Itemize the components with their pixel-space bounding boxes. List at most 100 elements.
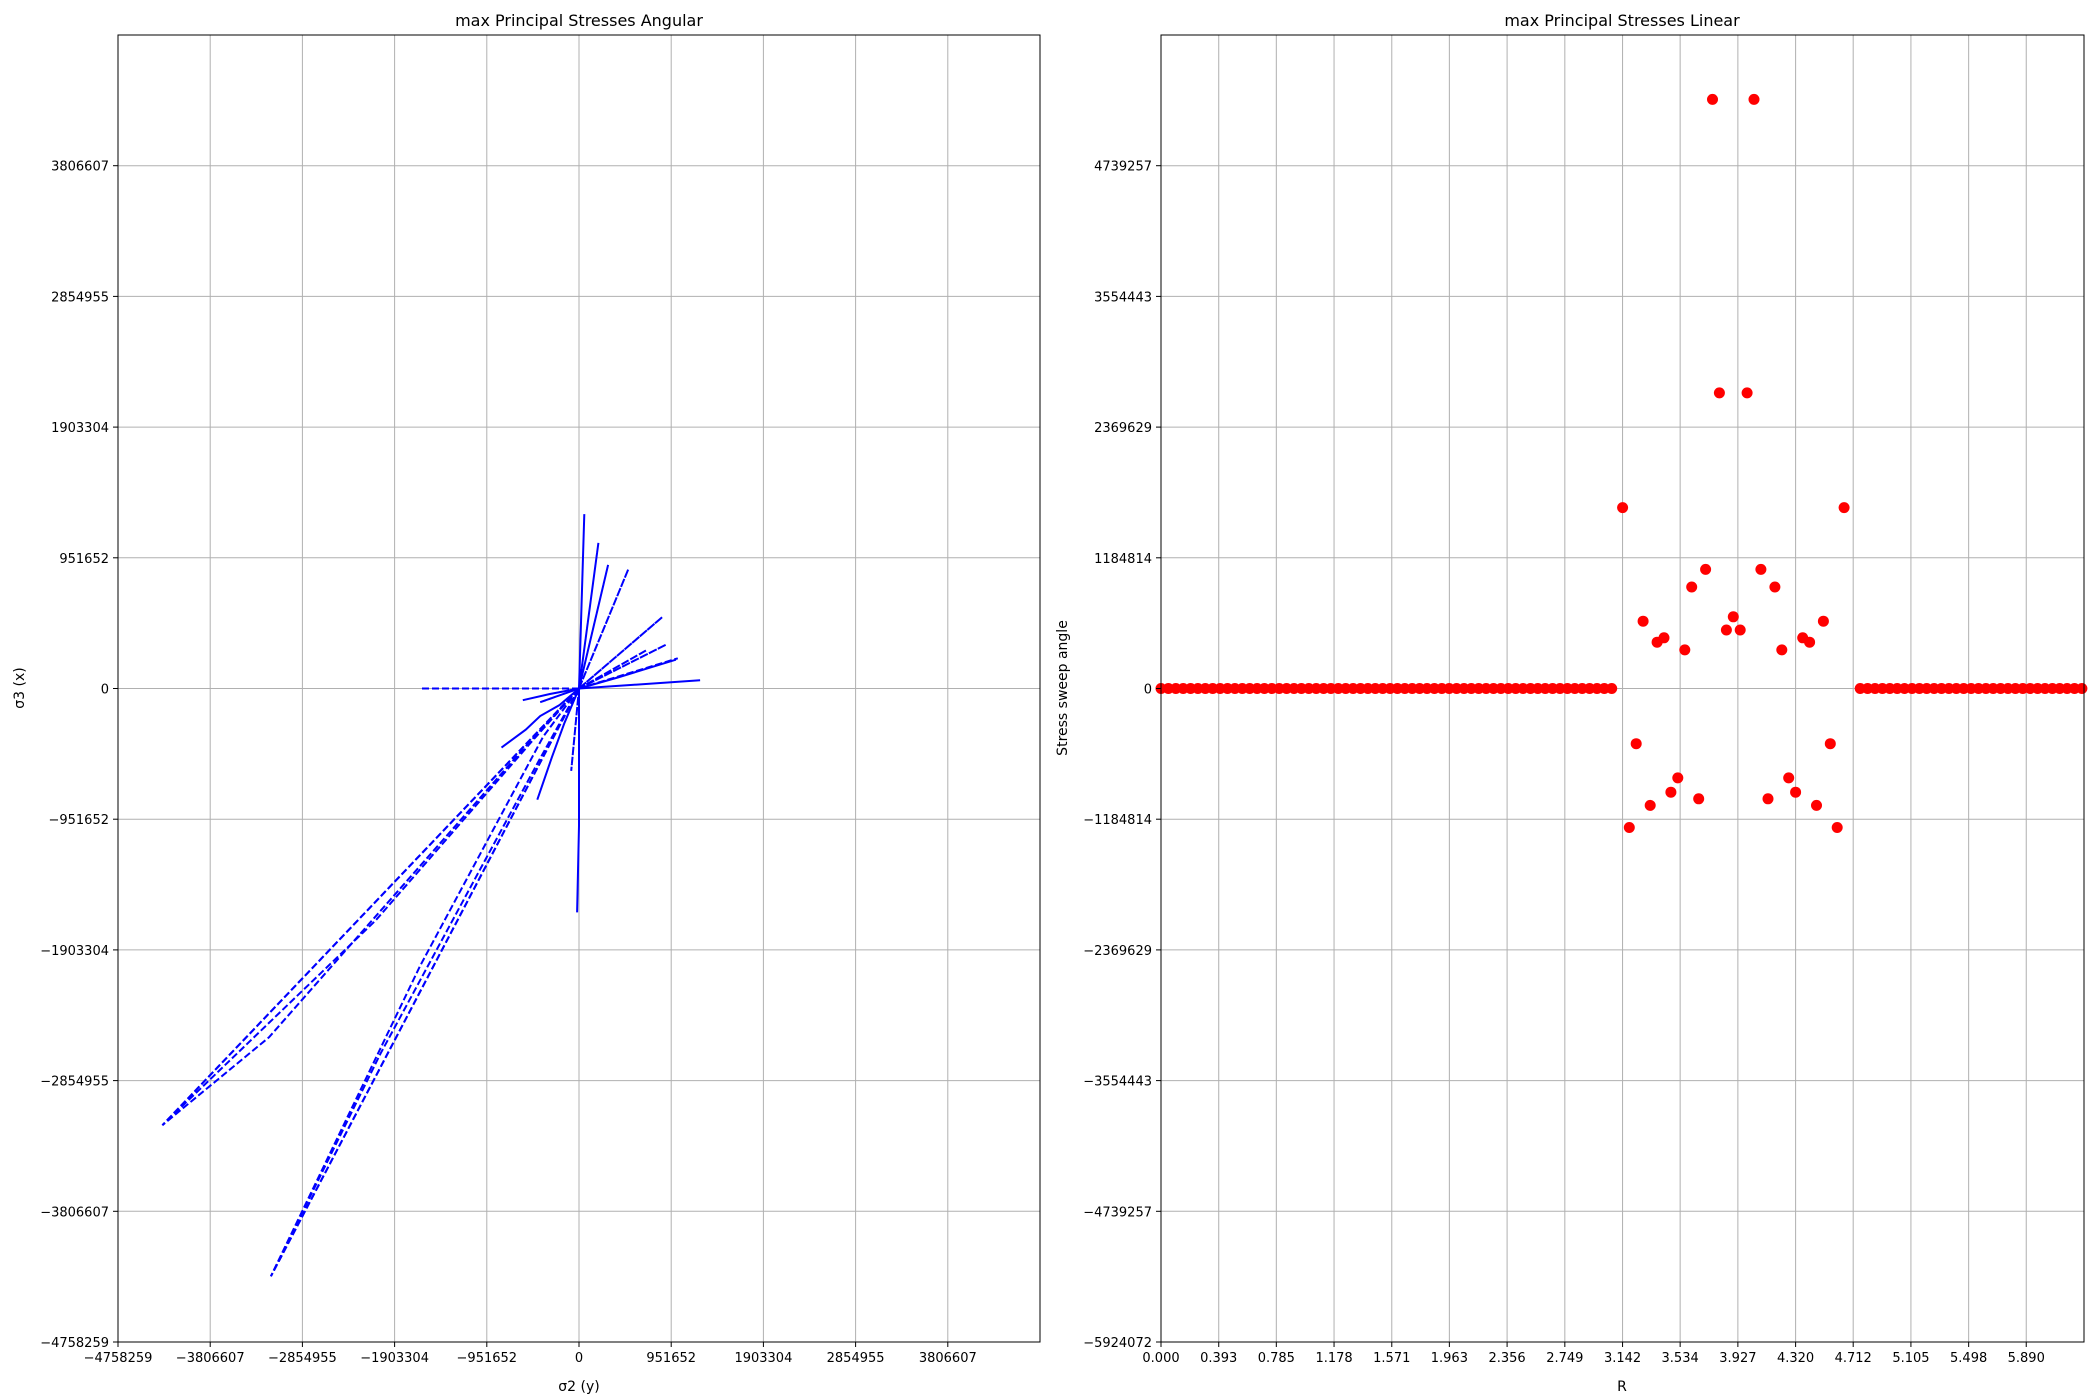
stress-point: [1672, 772, 1684, 784]
dashed-stress-line: [578, 649, 648, 690]
x-tick-label: 0.000: [1142, 1351, 1179, 1366]
stress-point: [1734, 624, 1746, 636]
y-tick-label: −4758259: [40, 1336, 109, 1351]
stress-point: [1755, 563, 1767, 575]
angular-grid: [117, 35, 1040, 1343]
solid-stress-line: [576, 514, 586, 913]
x-tick-label: 2.356: [1488, 1351, 1525, 1366]
stress-point: [1762, 793, 1774, 805]
x-tick-label: 0: [575, 1351, 583, 1366]
x-tick-label: −4758259: [84, 1351, 153, 1366]
x-tick-label: 3.142: [1604, 1351, 1641, 1366]
solid-stress-line: [500, 687, 580, 749]
y-tick-label: −5924072: [1083, 1336, 1152, 1351]
linear-data-points: [1155, 93, 2088, 833]
y-tick-label: 1903304: [51, 421, 109, 436]
x-tick-label: −1903304: [360, 1351, 429, 1366]
angular-data-lines: [161, 514, 701, 1277]
y-tick-label: −1184814: [1083, 813, 1152, 828]
x-tick-label: 3806607: [919, 1351, 977, 1366]
y-tick-label: −951652: [48, 813, 109, 828]
stress-point: [1665, 786, 1677, 798]
linear-ticks: 0.000 0.393 0.785 1.178 1.571 1.963 2.356 2.749…: [1083, 160, 2045, 1366]
angular-ticks: −4758259 −3806607 −2854955 −1903304 −951652 0…: [40, 160, 977, 1366]
stress-point: [1727, 611, 1739, 623]
x-tick-label: 1.178: [1315, 1351, 1352, 1366]
stress-point: [1838, 502, 1850, 514]
y-tick-label: −2369629: [1083, 944, 1152, 959]
y-tick-label: 3806607: [51, 160, 109, 175]
y-tick-label: −3554443: [1083, 1075, 1152, 1090]
dashed-stress-line: [578, 542, 600, 689]
y-tick-label: 2369629: [1094, 421, 1152, 436]
y-tick-label: −4739257: [1083, 1205, 1152, 1220]
y-tick-label: 0: [101, 683, 109, 698]
x-tick-label: 1.963: [1431, 1351, 1468, 1366]
dashed-stress-line: [570, 688, 580, 771]
stress-point: [1804, 636, 1816, 648]
linear-chart-title: max Principal Stresses Linear: [1504, 11, 1740, 30]
stress-point: [1630, 738, 1642, 750]
x-tick-label: 2.749: [1546, 1351, 1583, 1366]
x-tick-label: 951652: [646, 1351, 696, 1366]
linear-chart: 0.000 0.393 0.785 1.178 1.571 1.963 2.356 2.749…: [1055, 11, 2088, 1395]
dashed-stress-line: [578, 564, 610, 689]
stress-point: [1658, 632, 1670, 644]
x-tick-label: 1903304: [734, 1351, 792, 1366]
stress-point: [1776, 644, 1788, 656]
angular-x-axis-label: σ2 (y): [558, 1379, 599, 1395]
y-tick-label: −2854955: [40, 1075, 109, 1090]
stress-point: [1824, 738, 1836, 750]
x-tick-label: 1.571: [1373, 1351, 1410, 1366]
linear-x-axis-label: R: [1617, 1379, 1627, 1395]
stress-point: [1713, 387, 1725, 399]
stress-point: [1679, 644, 1691, 656]
stress-point: [1817, 615, 1829, 627]
angular-chart: −4758259 −3806607 −2854955 −1903304 −951652 0…: [12, 11, 1041, 1395]
dashed-stress-line: [578, 568, 630, 689]
angular-chart-title: max Principal Stresses Angular: [455, 11, 703, 30]
stress-point: [1741, 387, 1753, 399]
y-tick-label: −3806607: [40, 1205, 109, 1220]
stress-point: [1686, 581, 1698, 593]
stress-point: [2076, 683, 2088, 694]
stress-point: [1700, 563, 1712, 575]
x-tick-label: 4.712: [1835, 1351, 1872, 1366]
stress-point: [1606, 683, 1618, 694]
x-tick-label: 0.785: [1258, 1351, 1295, 1366]
stress-point: [1831, 822, 1843, 833]
y-tick-label: 3554443: [1094, 290, 1152, 305]
stress-point: [1693, 793, 1705, 805]
stress-point: [1783, 772, 1795, 784]
solid-stress-line: [578, 658, 677, 690]
y-tick-label: 0: [1144, 683, 1152, 698]
dashed-stress-line: [270, 688, 580, 1277]
dashed-stress-line: [578, 643, 667, 690]
stress-point: [1707, 93, 1718, 105]
y-tick-label: −1903304: [40, 944, 109, 959]
x-tick-label: 5.105: [1892, 1351, 1929, 1366]
stress-point: [1637, 615, 1649, 627]
y-tick-label: 951652: [59, 552, 109, 567]
dashed-stress-line: [161, 687, 580, 1126]
y-tick-label: 4739257: [1094, 160, 1152, 175]
y-tick-label: 2854955: [51, 290, 109, 305]
x-tick-label: −951652: [457, 1351, 518, 1366]
x-tick-label: 5.890: [2008, 1351, 2045, 1366]
x-tick-label: 0.393: [1200, 1351, 1237, 1366]
solid-stress-line: [522, 687, 580, 702]
x-tick-label: −2854955: [268, 1351, 337, 1366]
angular-y-axis-label: σ3 (x): [12, 667, 28, 708]
stress-point: [1769, 581, 1781, 593]
stress-point: [1720, 624, 1732, 636]
stress-point: [1748, 93, 1760, 105]
x-tick-label: 3.927: [1719, 1351, 1756, 1366]
y-tick-label: 1184814: [1094, 552, 1152, 567]
linear-y-axis-label: Stress sweep angle: [1055, 620, 1071, 756]
stress-point: [1790, 786, 1802, 798]
x-tick-label: −3806607: [176, 1351, 245, 1366]
stress-point: [1644, 799, 1656, 811]
x-tick-label: 3.534: [1662, 1351, 1699, 1366]
dashed-stress-line: [539, 687, 580, 704]
